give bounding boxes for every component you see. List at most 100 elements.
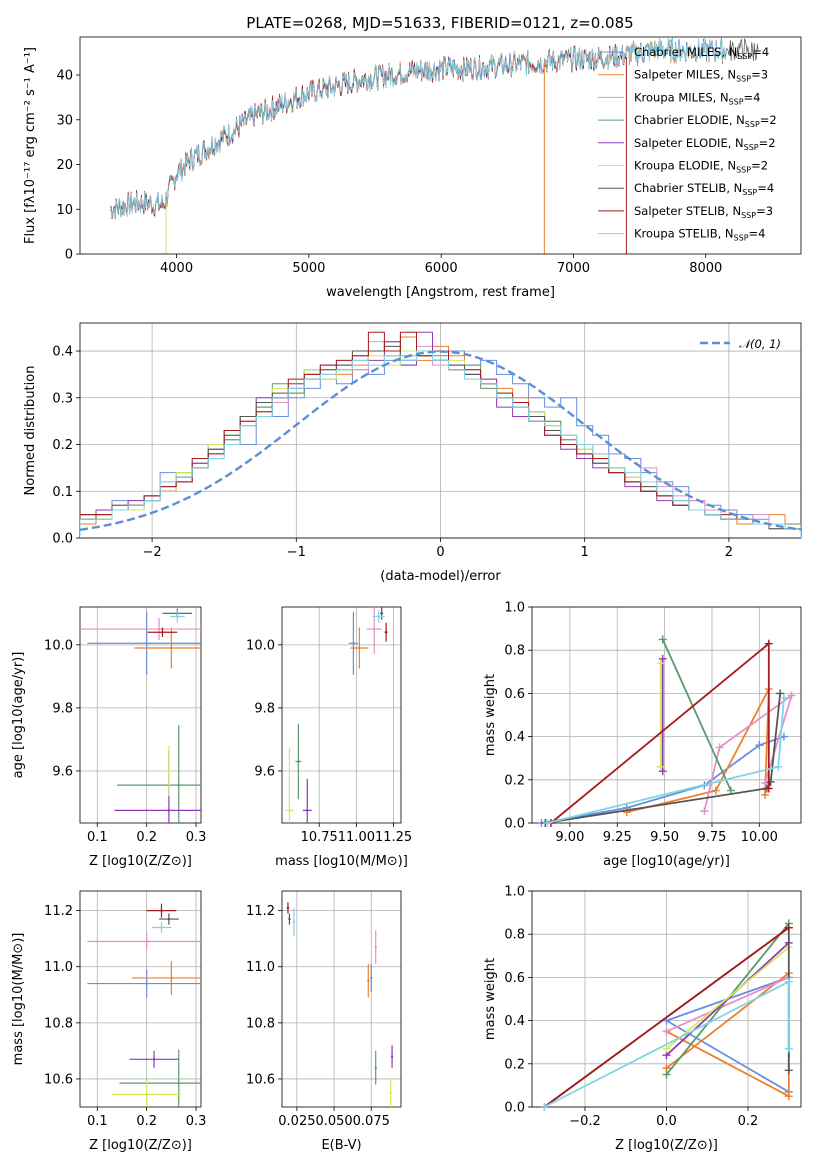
data-point: [288, 917, 291, 921]
x-tick-label: −2: [143, 545, 162, 560]
mass-vs-reddening-panel: 0.025 0.050 0.075 10.6 10.8 11.0 11.2 E(B-V): [246, 890, 402, 1153]
x-axis-label: (data-model)/error: [380, 569, 501, 584]
x-tick-label: 8000: [689, 261, 722, 276]
y-tick-label: 30: [56, 113, 73, 128]
legend-entry: Kroupa STELIB, NSSP=4: [634, 227, 765, 243]
plus-marker: [662, 1044, 671, 1053]
x-tick-label: 0.2: [136, 1114, 157, 1129]
x-tick-label: 1: [581, 545, 589, 560]
legend-entry: Chabrier STELIB, NSSP=4: [634, 181, 774, 197]
y-tick-label: 10.8: [246, 1016, 275, 1031]
x-tick-label: 11.25: [375, 830, 412, 845]
data-point: [373, 627, 376, 631]
y-tick-label: 9.6: [52, 764, 73, 779]
x-tick-label: 7000: [557, 261, 590, 276]
data-point: [377, 615, 380, 618]
y-axis-label: Normed distribution: [23, 366, 38, 496]
y-tick-label: 0.4: [504, 730, 525, 745]
y-tick-label: 9.8: [52, 701, 73, 716]
plus-marker: [784, 1092, 793, 1101]
y-tick-label: 9.8: [254, 701, 275, 716]
data-point: [145, 642, 148, 645]
data-point: [176, 615, 179, 618]
data-point: [390, 1055, 394, 1058]
y-tick-label: 10.0: [44, 638, 73, 653]
data-point: [152, 1058, 156, 1061]
series-line: [626, 688, 770, 814]
y-tick-label: 0.2: [504, 773, 525, 788]
y-axis-label: Flux [fλ10⁻¹⁷ erg cm⁻² s⁻¹ A⁻¹]: [23, 47, 38, 244]
x-tick-label: 0.1: [87, 1114, 108, 1129]
plus-marker: [715, 743, 724, 752]
data-point: [380, 612, 383, 615]
axes-frame: [281, 606, 402, 824]
plus-marker: [764, 784, 773, 793]
y-tick-label: 10.8: [44, 1016, 73, 1031]
plus-marker: [658, 635, 667, 644]
y-tick-label: 0.3: [52, 391, 73, 406]
y-axis-label: mass [log10(M/M⊙)]: [11, 933, 26, 1066]
y-tick-label: 20: [56, 158, 73, 173]
data-point: [160, 909, 163, 912]
gaussian-reference-curve: [80, 350, 801, 531]
plus-marker: [662, 1070, 671, 1079]
spectrum-series-line: [110, 44, 627, 220]
y-tick-label: 0.2: [504, 1057, 525, 1072]
x-tick-label: 11.00: [338, 830, 375, 845]
data-point: [370, 976, 373, 980]
y-tick-label: 40: [56, 69, 73, 84]
data-point: [177, 1081, 180, 1085]
data-point: [145, 1093, 148, 1096]
x-tick-label: 0: [436, 545, 444, 560]
x-tick-label: 0.050: [315, 1114, 352, 1129]
x-axis-label: wavelength [Angstrom, rest frame]: [326, 285, 555, 300]
legend-entry: Kroupa MILES, NSSP=4: [634, 90, 760, 106]
x-tick-label: 2: [725, 545, 733, 560]
data-point: [170, 976, 173, 980]
y-tick-label: 0.4: [52, 345, 73, 360]
plus-marker: [779, 693, 788, 702]
plus-marker: [540, 1103, 549, 1111]
axes-frame: [79, 36, 802, 255]
data-point: [157, 627, 161, 631]
y-tick-label: 11.0: [246, 960, 275, 975]
plus-marker: [755, 741, 764, 750]
x-axis-label: Z [log10(Z/Z⊙)]: [89, 854, 192, 869]
y-tick-label: 10.6: [246, 1072, 275, 1087]
mass-weight-vs-age-panel: 9.00 9.25 9.50 9.75 10.00 0.0 0.2 0.4 0.6 0.8 1.0 a…: [483, 601, 802, 869]
y-tick-label: 11.0: [44, 960, 73, 975]
legend-entry: 𝒩(0, 1): [739, 337, 781, 351]
plus-marker: [776, 689, 785, 698]
plus-marker: [711, 786, 720, 795]
legend-entry: Salpeter ELODIE, NSSP=2: [634, 136, 776, 152]
plus-marker: [656, 659, 665, 668]
y-tick-label: 0.8: [504, 928, 525, 943]
plus-marker: [774, 762, 783, 771]
data-point: [384, 631, 388, 634]
x-tick-label: 0.3: [186, 830, 207, 845]
y-tick-label: 0.6: [504, 971, 525, 986]
residual-histogram-panel: −2 −1 0 1 2 0.0 0.1 0.2 0.3 0.4 (data-model)/error…: [23, 322, 802, 584]
legend-entry: Salpeter MILES, NSSP=3: [634, 68, 768, 84]
y-tick-label: 0.6: [504, 687, 525, 702]
legend-entry: Kroupa ELODIE, NSSP=2: [634, 159, 768, 175]
data-point: [367, 979, 370, 982]
y-tick-label: 9.6: [254, 764, 275, 779]
x-tick-label: 0.0: [656, 1114, 677, 1129]
data-point: [170, 646, 173, 650]
series-line: [543, 926, 790, 1108]
data-point: [292, 920, 296, 924]
y-tick-label: 0: [65, 248, 73, 263]
y-tick-label: 0.8: [504, 644, 525, 659]
histogram-series-step: [80, 350, 801, 538]
data-point: [167, 917, 171, 921]
data-point: [389, 1091, 392, 1095]
x-axis-label: E(B-V): [321, 1138, 361, 1153]
x-tick-label: 9.75: [697, 830, 726, 845]
x-tick-label: 9.50: [650, 830, 679, 845]
data-point: [306, 809, 309, 812]
legend-entry: Chabrier ELODIE, NSSP=2: [634, 113, 777, 129]
legend-entry: Chabrier MILES, NSSP=4: [634, 45, 769, 61]
plus-marker: [658, 654, 667, 663]
mass-vs-metallicity-panel: 0.1 0.2 0.3 10.6 10.8 11.0 11.2 Z [log10(Z/Z⊙)]…: [11, 890, 206, 1153]
